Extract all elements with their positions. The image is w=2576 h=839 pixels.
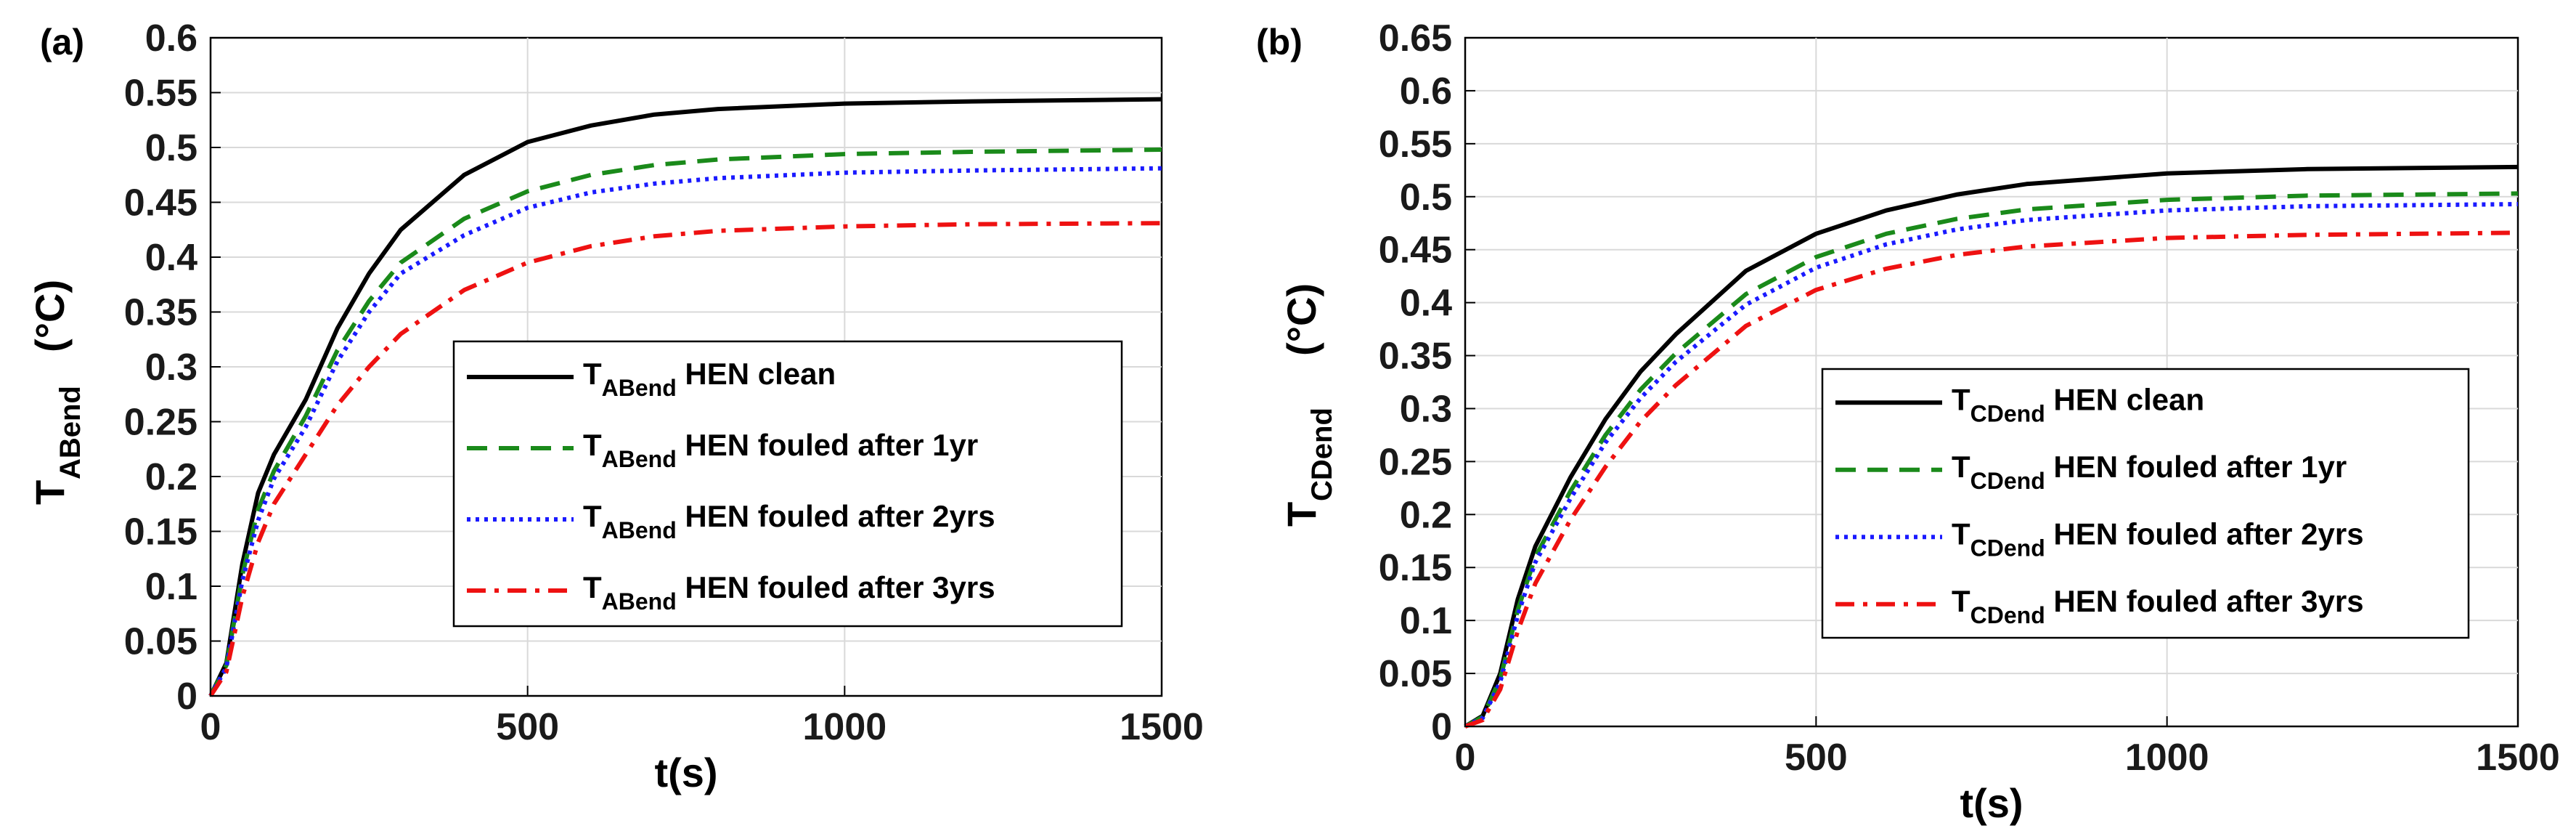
x-axis-label-b: t(s) bbox=[1960, 780, 2023, 826]
y-axis-label-b: T CDend (°C) bbox=[1279, 283, 1338, 527]
y-axis-label-units-b: (°C) bbox=[1279, 283, 1324, 356]
x-tick-label: 0 bbox=[1455, 737, 1476, 779]
x-axis-label-a: t(s) bbox=[654, 750, 717, 795]
y-axis-label-sub-a: ABend bbox=[54, 386, 86, 479]
y-tick-label: 0.35 bbox=[1379, 336, 1452, 378]
legend-sub: CDend bbox=[1970, 535, 2045, 561]
legend-sub: CDend bbox=[1970, 400, 2045, 426]
legend-rest: HEN fouled after 3yrs bbox=[2045, 584, 2364, 618]
y-axis-label-sub-b: CDend bbox=[1306, 408, 1338, 501]
y-tick-label: 0.3 bbox=[1400, 388, 1452, 430]
x-tick-label: 500 bbox=[1785, 737, 1848, 779]
series-line bbox=[208, 221, 1162, 697]
legend-sub: CDend bbox=[1970, 468, 2045, 494]
legend-main: T bbox=[583, 357, 602, 391]
panel-a: (a) 0 500 1000 1500 0 0.05 0.1 0.15 0.2 0.25 0.3 0.… bbox=[27, 17, 1204, 795]
x-tick-label: 1500 bbox=[2476, 737, 2560, 779]
legend-rest: HEN fouled after 3yrs bbox=[677, 570, 995, 604]
legend-sub: ABend bbox=[602, 588, 677, 615]
legend-main: T bbox=[1952, 584, 1970, 618]
series-line bbox=[1464, 191, 2519, 729]
legend-entry: TABend HEN fouled after 3yrs bbox=[583, 570, 995, 615]
legend-sub: ABend bbox=[602, 446, 677, 472]
legend-box bbox=[452, 340, 1123, 628]
legend-sub: ABend bbox=[602, 517, 677, 543]
y-tick-label: 0.65 bbox=[1379, 17, 1452, 60]
series-line bbox=[1464, 230, 2519, 729]
legend-main: T bbox=[583, 570, 602, 604]
panel-b: (b) 0 500 1000 150000.050.10.150.20.250.30.… bbox=[1256, 17, 2560, 826]
legend-rest: HEN fouled after 1yr bbox=[2045, 450, 2347, 484]
legend-rest: HEN clean bbox=[2045, 382, 2204, 416]
y-tick-label: 0.05 bbox=[1379, 653, 1452, 695]
legend-box bbox=[1821, 368, 2470, 639]
legend-entry: TCDend HEN fouled after 2yrs bbox=[1952, 516, 2364, 561]
y-tick-label: 0.15 bbox=[1379, 547, 1452, 589]
y-tick-label: 0.25 bbox=[124, 402, 197, 444]
legend-main: T bbox=[583, 428, 602, 462]
y-tick-label: 0.1 bbox=[1400, 600, 1452, 642]
y-tick-label: 0.05 bbox=[124, 621, 197, 663]
legend-main: T bbox=[1952, 516, 1970, 551]
y-tick-label: 0.15 bbox=[124, 511, 197, 554]
y-tick-label: 0.6 bbox=[145, 17, 197, 60]
y-tick-label: 0.35 bbox=[124, 292, 197, 334]
series-line bbox=[208, 97, 1162, 697]
series-lines-a bbox=[208, 97, 1162, 697]
series-line bbox=[1464, 202, 2519, 729]
legend-entry: TABend HEN fouled after 1yr bbox=[583, 428, 978, 472]
legend-sub: CDend bbox=[1970, 602, 2045, 628]
series-line bbox=[208, 147, 1162, 697]
x-tick-label: 500 bbox=[496, 706, 559, 748]
legend-rest: HEN clean bbox=[677, 357, 836, 391]
legend-rest: HEN fouled after 2yrs bbox=[677, 499, 995, 533]
x-tick-label: 1500 bbox=[1120, 706, 1204, 748]
y-tick-label: 0.3 bbox=[145, 346, 197, 389]
y-tick-label: 0.6 bbox=[1400, 70, 1452, 113]
legend-entry: TABend HEN fouled after 2yrs bbox=[583, 499, 995, 543]
legend-entry: TCDend HEN fouled after 3yrs bbox=[1952, 584, 2364, 628]
legend-entry: TABend HEN clean bbox=[583, 357, 836, 401]
y-tick-label: 0.5 bbox=[145, 127, 197, 169]
y-tick-label: 0.4 bbox=[145, 237, 197, 279]
y-tick-label: 0.2 bbox=[145, 456, 197, 498]
x-tick-label: 1000 bbox=[2125, 737, 2209, 779]
x-tick-label: 1000 bbox=[802, 706, 886, 748]
tick-labels-b: 0 500 1000 150000.050.10.150.20.250.30.350.… bbox=[1379, 17, 2560, 779]
y-axis-label-main-b: T bbox=[1279, 502, 1324, 527]
x-tick-label: 0 bbox=[200, 706, 221, 748]
series-line bbox=[208, 166, 1162, 697]
legend-rest: HEN fouled after 2yrs bbox=[2045, 516, 2364, 551]
y-tick-label: 0 bbox=[1431, 706, 1452, 748]
series-lines-b bbox=[1464, 164, 2519, 729]
y-tick-label: 0.1 bbox=[145, 566, 197, 608]
legend-main: T bbox=[1952, 450, 1970, 484]
y-tick-label: 0.55 bbox=[1379, 123, 1452, 166]
legend-entry: TCDend HEN clean bbox=[1952, 382, 2204, 426]
panel-label-a: (a) bbox=[40, 22, 84, 62]
y-axis-label-a: T ABend (°C) bbox=[27, 280, 86, 505]
y-tick-label: 0.55 bbox=[124, 73, 197, 115]
legend-rest: HEN fouled after 1yr bbox=[677, 428, 978, 462]
y-tick-label: 0.4 bbox=[1400, 283, 1452, 325]
y-tick-label: 0.45 bbox=[1379, 230, 1452, 272]
legend-main: T bbox=[583, 499, 602, 533]
legend-sub: ABend bbox=[602, 375, 677, 401]
y-tick-label: 0.2 bbox=[1400, 494, 1452, 536]
y-axis-label-main-a: T bbox=[27, 480, 73, 505]
y-tick-label: 0 bbox=[176, 676, 197, 718]
y-axis-label-units-a: (°C) bbox=[27, 280, 73, 352]
tick-labels-a: 0 500 1000 1500 0 0.05 0.1 0.15 0.2 0.25 0.3 0.35 0.… bbox=[124, 17, 1204, 748]
y-tick-label: 0.5 bbox=[1400, 177, 1452, 219]
series-line bbox=[1464, 164, 2519, 729]
legend-entry: TCDend HEN fouled after 1yr bbox=[1952, 450, 2347, 494]
y-tick-label: 0.45 bbox=[124, 182, 197, 224]
y-tick-label: 0.25 bbox=[1379, 441, 1452, 483]
legend-main: T bbox=[1952, 382, 1970, 416]
panel-label-b: (b) bbox=[1256, 22, 1303, 62]
